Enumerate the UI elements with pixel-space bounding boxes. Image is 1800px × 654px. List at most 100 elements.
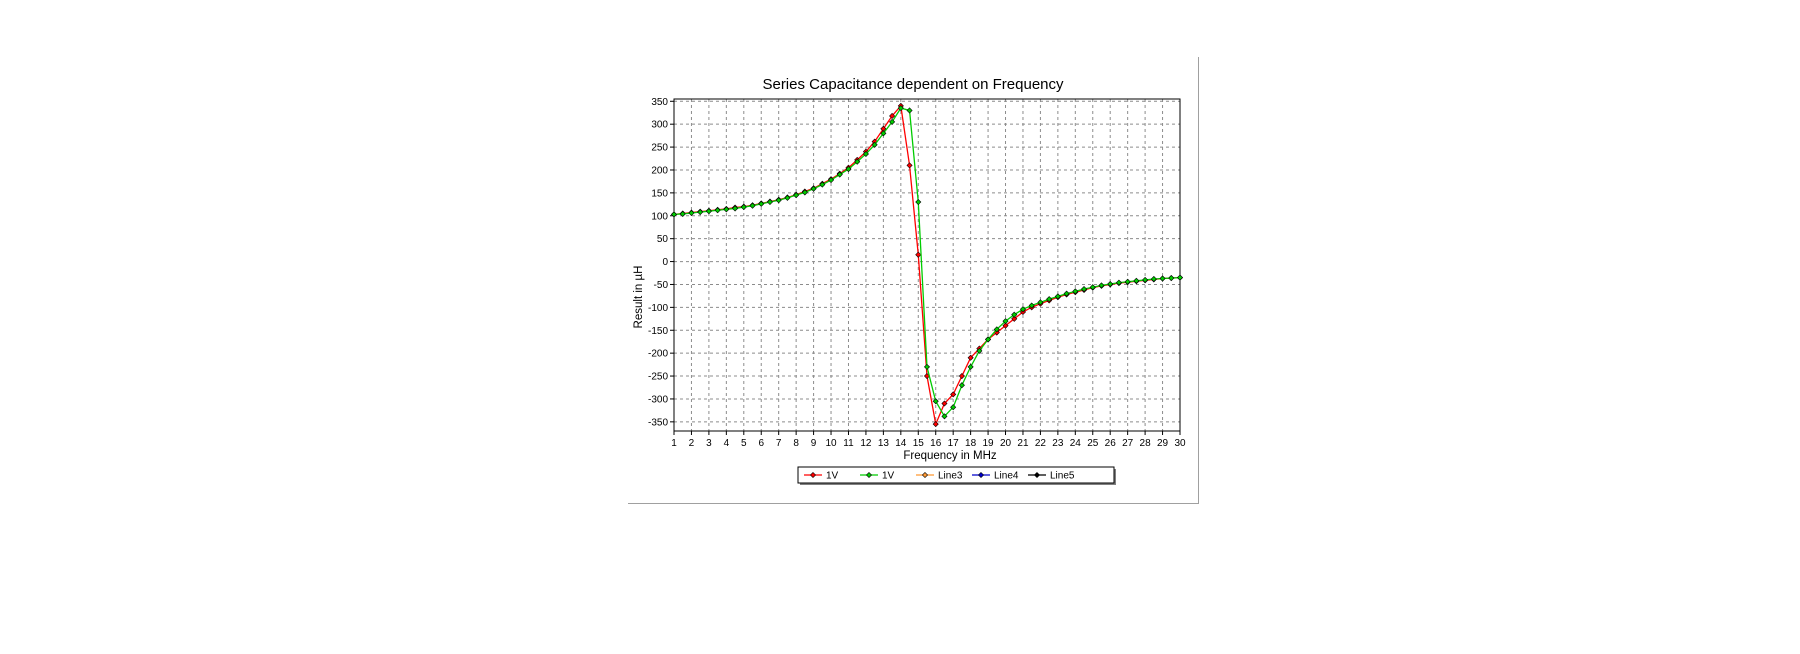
data-point (749, 202, 756, 209)
legend-box (797, 466, 1115, 484)
data-point (793, 192, 800, 199)
legend-marker (977, 471, 985, 479)
data-point (950, 391, 957, 398)
data-point (1115, 279, 1122, 286)
data-point (723, 206, 730, 213)
data-point (697, 209, 704, 216)
y-axis-ticks: 350 300 250 200 150 100 50 0 -50 -100 -150 -200 -250… (648, 97, 674, 428)
data-point (1019, 306, 1026, 313)
data-point (1028, 302, 1035, 309)
legend-marker (921, 471, 929, 479)
data-point (732, 205, 739, 212)
series (670, 102, 1184, 428)
data-point (985, 336, 992, 343)
data-point (941, 413, 948, 420)
x-tick-label: 9 (811, 438, 817, 449)
data-point (993, 326, 1000, 333)
data-point (932, 398, 939, 405)
legend-item: 1V (860, 471, 895, 482)
data-point (897, 105, 904, 112)
y-tick-label: -350 (648, 417, 668, 428)
y-axis-label: Result in µH (633, 266, 645, 329)
x-tick-label: 18 (965, 438, 977, 449)
y-tick-label: 0 (662, 257, 668, 268)
data-point (740, 204, 747, 211)
data-point (1046, 296, 1053, 303)
x-tick-label: 16 (930, 438, 942, 449)
data-point (932, 421, 939, 428)
data-point (819, 181, 826, 188)
data-point (1054, 293, 1061, 300)
data-point (915, 251, 922, 258)
data-point (714, 207, 721, 214)
y-tick-label: -100 (648, 303, 668, 314)
data-point (958, 373, 965, 380)
data-point (1002, 322, 1009, 329)
chart-title: Series Capacitance dependent on Frequenc… (762, 76, 1064, 93)
x-tick-label: 7 (776, 438, 782, 449)
data-point (775, 197, 782, 204)
data-point (1159, 275, 1166, 282)
data-point (801, 189, 808, 196)
data-point (1011, 311, 1018, 318)
data-point (1063, 290, 1070, 297)
x-tick-label: 10 (825, 438, 837, 449)
x-tick-label: 8 (793, 438, 799, 449)
chart-svg: Series Capacitance dependent on Frequenc… (633, 76, 1186, 485)
data-point (845, 166, 852, 173)
data-point (1098, 282, 1105, 289)
x-tick-label: 17 (948, 438, 960, 449)
data-point (871, 141, 878, 148)
legend-marker (809, 471, 817, 479)
data-point (906, 107, 913, 114)
data-point (1176, 274, 1184, 281)
legend-marker (1033, 471, 1041, 479)
y-tick-label: -250 (648, 372, 668, 383)
legend-label: Line5 (1050, 471, 1075, 482)
data-point (854, 158, 861, 165)
x-tick-label: 29 (1157, 438, 1169, 449)
plot-area (673, 98, 1181, 432)
x-tick-label: 24 (1070, 438, 1082, 449)
legend-item: Line4 (972, 471, 1019, 482)
data-point (1037, 299, 1044, 306)
x-tick-label: 11 (843, 438, 854, 449)
x-tick-label: 27 (1122, 438, 1134, 449)
x-tick-label: 13 (878, 438, 890, 449)
x-tick-label: 4 (724, 438, 730, 449)
y-tick-label: -200 (648, 349, 668, 360)
y-tick-label: 300 (651, 120, 668, 131)
x-tick-label: 28 (1140, 438, 1152, 449)
grid (674, 99, 1180, 431)
chart-panel: Series Capacitance dependent on Frequenc… (628, 57, 1199, 504)
legend-item: Line3 (916, 471, 963, 482)
x-tick-label: 14 (895, 438, 907, 449)
x-tick-label: 22 (1035, 438, 1047, 449)
data-point (880, 130, 887, 137)
data-point (950, 404, 957, 411)
data-point (1081, 286, 1088, 293)
data-point (766, 199, 773, 206)
y-tick-label: 350 (651, 97, 668, 108)
y-tick-label: 100 (651, 211, 668, 222)
data-point (1124, 278, 1131, 285)
data-point (758, 200, 765, 207)
data-point (1072, 288, 1079, 295)
x-axis-ticks: 1 2 3 4 5 6 7 8 9 10 11 12 13 14 15 16 17 18 19 20 21 22 23 24 2… (671, 431, 1186, 449)
x-tick-label: 1 (671, 438, 677, 449)
data-point (810, 185, 817, 192)
y-tick-label: -50 (654, 280, 669, 291)
y-tick-label: 50 (657, 234, 669, 245)
x-tick-label: 3 (706, 438, 712, 449)
data-point (1133, 277, 1140, 284)
legend: 1V 1V Line3 Line4 Line5 (797, 466, 1116, 485)
data-point (836, 171, 843, 178)
x-tick-label: 25 (1087, 438, 1099, 449)
data-point (1011, 315, 1018, 322)
y-tick-label: 200 (651, 165, 668, 176)
legend-label: 1V (826, 471, 839, 482)
x-tick-label: 19 (983, 438, 995, 449)
data-point (862, 150, 869, 157)
data-point (976, 347, 983, 354)
x-tick-label: 26 (1105, 438, 1117, 449)
